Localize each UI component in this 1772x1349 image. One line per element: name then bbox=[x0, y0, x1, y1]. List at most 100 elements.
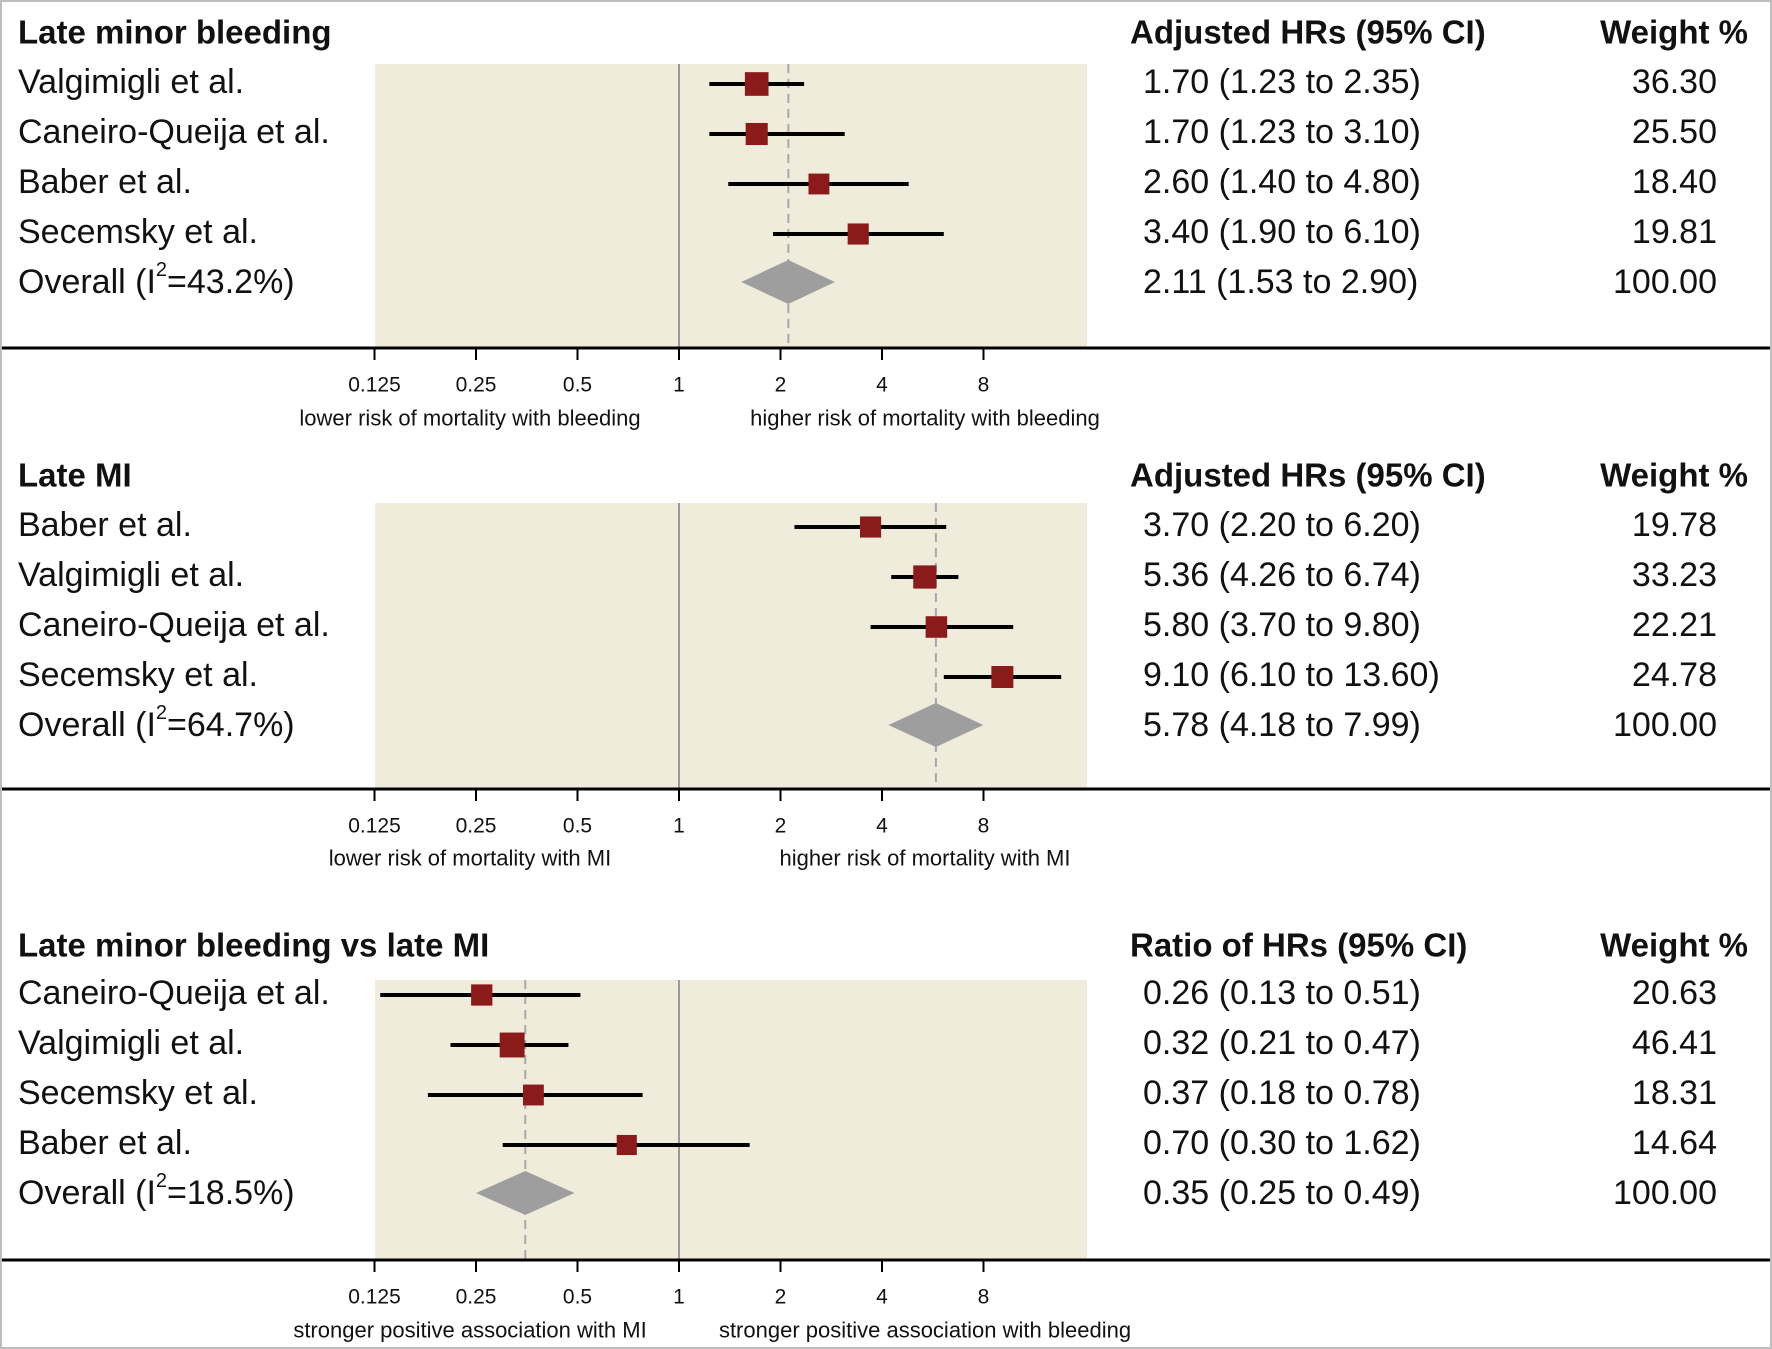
point-estimate-marker bbox=[616, 1134, 637, 1156]
weight-text: 33.23 bbox=[1632, 556, 1717, 594]
x-axis-tick-label: 2 bbox=[775, 1286, 787, 1309]
study-row: Valgimigli et al. 0.32 (0.21 to 0.47) 46.4… bbox=[18, 1024, 1717, 1062]
study-row: Baber et al. 3.70 (2.20 to 6.20) 19.78 bbox=[18, 506, 1717, 544]
study-label: Caneiro-Queija et al. bbox=[18, 974, 330, 1012]
x-axis-tick-label: 0.125 bbox=[348, 815, 401, 838]
point-estimate-marker bbox=[745, 122, 768, 146]
weight-text: 19.81 bbox=[1632, 213, 1717, 251]
estimate-column-header: Adjusted HRs (95% CI) bbox=[1130, 14, 1486, 51]
point-estimate-marker bbox=[522, 1084, 544, 1106]
weight-text: 22.21 bbox=[1632, 606, 1717, 644]
weight-text: 19.78 bbox=[1632, 506, 1717, 544]
study-row: Baber et al. 0.70 (0.30 to 1.62) 14.64 bbox=[18, 1124, 1717, 1162]
estimate-ci-text: 0.32 (0.21 to 0.47) bbox=[1143, 1024, 1421, 1062]
left-direction-annotation: lower risk of mortality with MI bbox=[329, 846, 611, 871]
study-label: Secemsky et al. bbox=[18, 656, 258, 694]
x-axis-tick-label: 0.125 bbox=[348, 374, 401, 397]
study-label: Baber et al. bbox=[18, 506, 192, 544]
x-axis-tick-label: 4 bbox=[876, 374, 888, 397]
estimate-ci-text: 5.36 (4.26 to 6.74) bbox=[1143, 556, 1421, 594]
overall-weight-text: 100.00 bbox=[1613, 263, 1717, 301]
right-direction-annotation: stronger positive association with bleed… bbox=[719, 1318, 1131, 1343]
study-row: Caneiro-Queija et al. 5.80 (3.70 to 9.80)… bbox=[18, 606, 1717, 644]
forest-section-2: Late MI Adjusted HRs (95% CI) Weight % Babe… bbox=[2, 457, 1770, 871]
x-axis-tick-label: 1 bbox=[673, 374, 685, 397]
section-title: Late MI bbox=[18, 457, 132, 494]
estimate-ci-text: 1.70 (1.23 to 2.35) bbox=[1143, 63, 1421, 101]
overall-estimate-ci-text: 2.11 (1.53 to 2.90) bbox=[1143, 263, 1418, 301]
study-row: Valgimigli et al. 5.36 (4.26 to 6.74) 33.2… bbox=[18, 556, 1717, 594]
plot-panel bbox=[375, 980, 1087, 1260]
forest-section-3: Late minor bleeding vs late MI Ratio of H… bbox=[2, 927, 1770, 1343]
x-axis-tick-label: 2 bbox=[775, 374, 787, 397]
x-axis-tick-label: 4 bbox=[876, 1286, 888, 1309]
study-row: Caneiro-Queija et al. 0.26 (0.13 to 0.51)… bbox=[18, 974, 1717, 1012]
weight-text: 25.50 bbox=[1632, 113, 1717, 151]
study-label: Secemsky et al. bbox=[18, 213, 258, 251]
right-direction-annotation: higher risk of mortality with bleeding bbox=[750, 406, 1100, 431]
weight-column-header: Weight % bbox=[1600, 14, 1748, 51]
point-estimate-marker bbox=[471, 984, 493, 1006]
pooled-estimate-diamond bbox=[741, 260, 835, 304]
overall-estimate-ci-text: 5.78 (4.18 to 7.99) bbox=[1143, 706, 1421, 744]
study-label: Caneiro-Queija et al. bbox=[18, 113, 330, 151]
estimate-ci-text: 3.70 (2.20 to 6.20) bbox=[1143, 506, 1421, 544]
point-estimate-marker bbox=[808, 173, 830, 195]
study-label: Caneiro-Queija et al. bbox=[18, 606, 330, 644]
weight-text: 14.64 bbox=[1632, 1124, 1717, 1162]
study-label: Valgimigli et al. bbox=[18, 556, 244, 594]
estimate-ci-text: 1.70 (1.23 to 3.10) bbox=[1143, 113, 1421, 151]
pooled-estimate-diamond bbox=[888, 703, 984, 747]
weight-column-header: Weight % bbox=[1600, 457, 1748, 494]
weight-text: 20.63 bbox=[1632, 974, 1717, 1012]
study-row: Caneiro-Queija et al. 1.70 (1.23 to 3.10)… bbox=[18, 113, 1717, 151]
overall-label: Overall (I2=18.5%) bbox=[18, 1170, 295, 1212]
estimate-ci-text: 5.80 (3.70 to 9.80) bbox=[1143, 606, 1421, 644]
x-axis-tick-label: 8 bbox=[978, 815, 990, 838]
left-direction-annotation: lower risk of mortality with bleeding bbox=[299, 406, 640, 431]
estimate-ci-text: 0.70 (0.30 to 1.62) bbox=[1143, 1124, 1421, 1162]
weight-text: 18.40 bbox=[1632, 163, 1717, 201]
pooled-estimate-diamond bbox=[476, 1171, 575, 1215]
section-title: Late minor bleeding vs late MI bbox=[18, 927, 489, 964]
point-estimate-marker bbox=[847, 223, 869, 245]
x-axis-tick-label: 0.125 bbox=[348, 1286, 401, 1309]
left-direction-annotation: stronger positive association with MI bbox=[293, 1318, 646, 1343]
x-axis-tick-label: 4 bbox=[876, 815, 888, 838]
plot-panel bbox=[375, 503, 1087, 789]
right-direction-annotation: higher risk of mortality with MI bbox=[780, 846, 1071, 871]
study-label: Valgimigli et al. bbox=[18, 63, 244, 101]
study-row: Valgimigli et al. 1.70 (1.23 to 2.35) 36.3… bbox=[18, 63, 1717, 101]
point-estimate-marker bbox=[744, 72, 769, 96]
point-estimate-marker bbox=[860, 516, 882, 538]
x-axis-tick-label: 0.5 bbox=[563, 1286, 592, 1309]
overall-label: Overall (I2=43.2%) bbox=[18, 259, 295, 301]
x-axis-tick-label: 0.25 bbox=[456, 374, 497, 397]
study-row: Secemsky et al. 3.40 (1.90 to 6.10) 19.81 bbox=[18, 213, 1717, 251]
study-row: Secemsky et al. 0.37 (0.18 to 0.78) 18.31 bbox=[18, 1074, 1717, 1112]
x-axis-tick-label: 8 bbox=[978, 1286, 990, 1309]
x-axis-tick-label: 0.5 bbox=[563, 374, 592, 397]
point-estimate-marker bbox=[925, 616, 948, 638]
x-axis-tick-label: 1 bbox=[673, 815, 685, 838]
x-axis-tick-label: 0.5 bbox=[563, 815, 592, 838]
estimate-column-header: Ratio of HRs (95% CI) bbox=[1130, 927, 1467, 964]
overall-weight-text: 100.00 bbox=[1613, 1174, 1717, 1212]
estimate-ci-text: 2.60 (1.40 to 4.80) bbox=[1143, 163, 1421, 201]
study-label: Baber et al. bbox=[18, 163, 192, 201]
x-axis-tick-label: 2 bbox=[775, 815, 787, 838]
section-title: Late minor bleeding bbox=[18, 14, 332, 51]
point-estimate-marker bbox=[913, 565, 937, 589]
plot-panel bbox=[375, 64, 1087, 348]
forest-section-1: Late minor bleeding Adjusted HRs (95% CI)… bbox=[2, 14, 1770, 431]
study-row: Baber et al. 2.60 (1.40 to 4.80) 18.40 bbox=[18, 163, 1717, 201]
estimate-ci-text: 0.26 (0.13 to 0.51) bbox=[1143, 974, 1421, 1012]
x-axis-tick-label: 8 bbox=[978, 374, 990, 397]
overall-estimate-ci-text: 0.35 (0.25 to 0.49) bbox=[1143, 1174, 1421, 1212]
study-label: Valgimigli et al. bbox=[18, 1024, 244, 1062]
estimate-ci-text: 0.37 (0.18 to 0.78) bbox=[1143, 1074, 1421, 1112]
x-axis-tick-label: 0.25 bbox=[456, 815, 497, 838]
weight-text: 18.31 bbox=[1632, 1074, 1717, 1112]
